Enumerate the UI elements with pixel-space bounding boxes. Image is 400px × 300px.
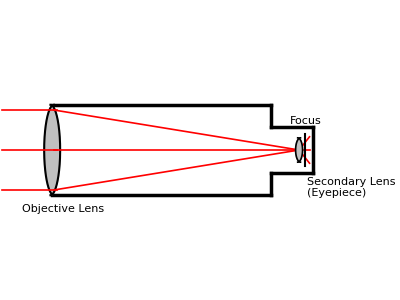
Polygon shape bbox=[296, 138, 302, 162]
Text: Focus: Focus bbox=[290, 116, 321, 126]
Text: Objective Lens: Objective Lens bbox=[22, 204, 104, 214]
Text: Secondary Lens
(Eyepiece): Secondary Lens (Eyepiece) bbox=[307, 177, 396, 198]
Polygon shape bbox=[44, 105, 60, 195]
